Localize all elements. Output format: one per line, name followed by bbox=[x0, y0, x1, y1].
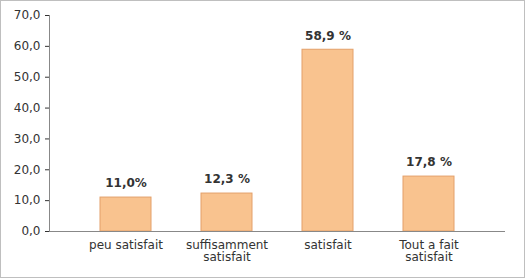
svg-text:peu satisfait: peu satisfait bbox=[89, 238, 163, 252]
svg-text:20,0: 20,0 bbox=[14, 163, 41, 177]
svg-text:40,0: 40,0 bbox=[14, 101, 41, 115]
svg-text:70,0: 70,0 bbox=[14, 8, 41, 22]
svg-text:11,0%: 11,0% bbox=[105, 176, 147, 190]
svg-text:60,0: 60,0 bbox=[14, 39, 41, 53]
svg-text:satisfait: satisfait bbox=[304, 238, 352, 252]
svg-text:suffisammentsatisfait: suffisammentsatisfait bbox=[186, 238, 268, 264]
svg-text:30,0: 30,0 bbox=[14, 132, 41, 146]
svg-text:Tout a faitsatisfait: Tout a faitsatisfait bbox=[398, 238, 459, 264]
svg-text:17,8 %: 17,8 % bbox=[406, 155, 452, 169]
svg-text:0,0: 0,0 bbox=[21, 224, 40, 238]
svg-text:10,0: 10,0 bbox=[14, 193, 41, 207]
svg-text:12,3 %: 12,3 % bbox=[204, 172, 250, 186]
svg-text:58,9 %: 58,9 % bbox=[305, 29, 351, 43]
svg-text:50,0: 50,0 bbox=[14, 70, 41, 84]
